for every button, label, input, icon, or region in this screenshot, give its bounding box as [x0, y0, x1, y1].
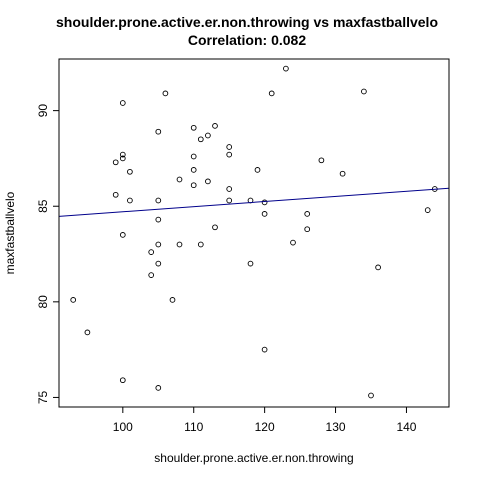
y-tick-label: 80 — [36, 295, 50, 309]
x-tick-label: 130 — [326, 420, 346, 434]
data-point — [339, 170, 346, 177]
x-tick-label: 110 — [184, 420, 203, 434]
data-point — [283, 65, 289, 72]
regression-line — [58, 187, 450, 217]
data-point — [205, 132, 211, 139]
data-point — [127, 168, 133, 175]
x-tick-label: 100 — [113, 420, 133, 434]
y-axis-label: maxfastballvelo — [3, 191, 17, 274]
data-point — [304, 226, 311, 233]
x-axis-label: shoulder.prone.active.er.non.throwing — [154, 451, 353, 465]
data-point — [155, 128, 162, 135]
data-point — [318, 157, 325, 164]
data-point — [169, 297, 176, 303]
data-point — [226, 186, 233, 192]
chart-title: shoulder.prone.active.er.non.throwing vs… — [56, 14, 438, 30]
data-point — [155, 260, 162, 267]
data-point — [290, 239, 296, 246]
data-point — [155, 216, 162, 223]
plot-frame — [58, 58, 450, 408]
y-tick-label: 90 — [36, 104, 50, 118]
data-point — [212, 224, 218, 231]
data-point — [254, 167, 261, 173]
data-point — [375, 264, 381, 271]
y-tick-label: 75 — [36, 390, 50, 404]
data-point — [261, 199, 268, 206]
data-point — [190, 182, 197, 189]
data-point — [190, 167, 197, 173]
data-point — [148, 249, 155, 255]
data-point — [205, 178, 211, 185]
data-point — [190, 124, 197, 131]
y-axis: 75 80 85 90 — [36, 104, 59, 404]
chart-subtitle: Correlation: 0.082 — [188, 32, 306, 48]
data-point — [148, 272, 155, 278]
points-layer — [70, 65, 438, 399]
data-point — [84, 329, 91, 336]
x-tick-label: 140 — [396, 420, 416, 434]
data-point — [226, 151, 233, 158]
data-point — [155, 241, 162, 248]
x-tick-label: 120 — [255, 420, 275, 434]
data-point — [70, 297, 77, 303]
data-point — [212, 123, 218, 129]
data-point — [226, 144, 233, 150]
data-point — [247, 260, 254, 267]
data-point — [112, 159, 119, 166]
data-point — [190, 153, 197, 160]
data-point — [119, 155, 126, 162]
data-point — [119, 232, 126, 238]
data-point — [127, 197, 133, 204]
x-axis: 100 110 120 130 140 — [113, 407, 417, 434]
data-point — [155, 385, 162, 391]
data-point — [119, 100, 126, 106]
data-point — [261, 211, 268, 217]
data-point — [155, 197, 162, 204]
y-tick-label: 85 — [36, 199, 50, 213]
data-point — [119, 377, 126, 384]
data-point — [268, 90, 275, 97]
data-point — [361, 88, 367, 95]
data-point — [197, 136, 204, 143]
data-point — [162, 90, 169, 97]
data-point — [304, 211, 311, 217]
data-point — [176, 241, 183, 248]
data-point — [226, 197, 233, 204]
data-point — [112, 191, 119, 198]
data-point — [197, 241, 204, 248]
data-point — [176, 176, 183, 183]
data-point — [368, 392, 374, 399]
data-point — [424, 207, 431, 213]
data-point — [261, 346, 268, 353]
data-point — [119, 151, 126, 158]
